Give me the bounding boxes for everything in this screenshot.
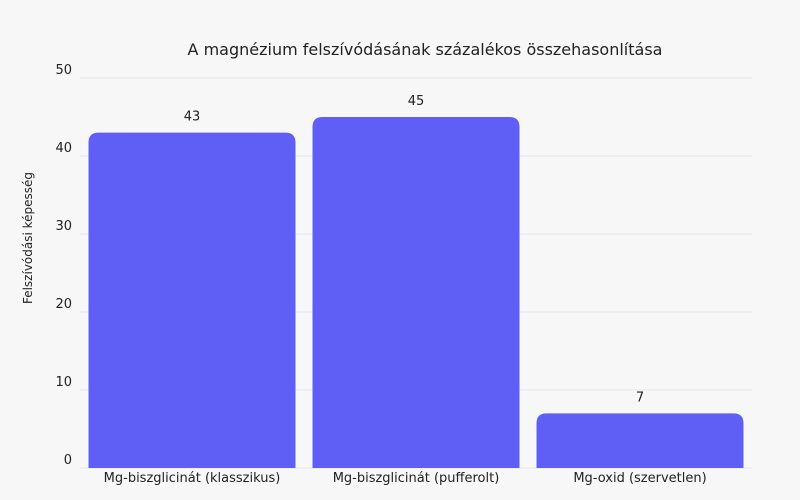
y-tick-label: 30 [55,219,72,234]
data-label: 7 [636,390,644,405]
bar [88,132,296,468]
bar [312,117,520,468]
y-tick-label: 10 [55,375,72,390]
y-tick-label: 40 [55,141,72,156]
x-tick-label: Mg-oxid (szervetlen) [573,471,706,486]
data-label: 45 [408,94,425,109]
bar [536,413,744,468]
y-tick-label: 20 [55,297,72,312]
y-tick-label: 0 [64,453,72,468]
x-tick-label: Mg-biszglicinát (pufferolt) [333,471,500,486]
x-tick-label: Mg-biszglicinát (klasszikus) [104,471,281,486]
y-tick-label: 50 [55,63,72,78]
chart-title: A magnézium felszívódásának százalékos ö… [188,40,663,59]
y-axis-label: Felszívódási képesség [21,172,35,304]
data-label: 43 [184,110,201,125]
